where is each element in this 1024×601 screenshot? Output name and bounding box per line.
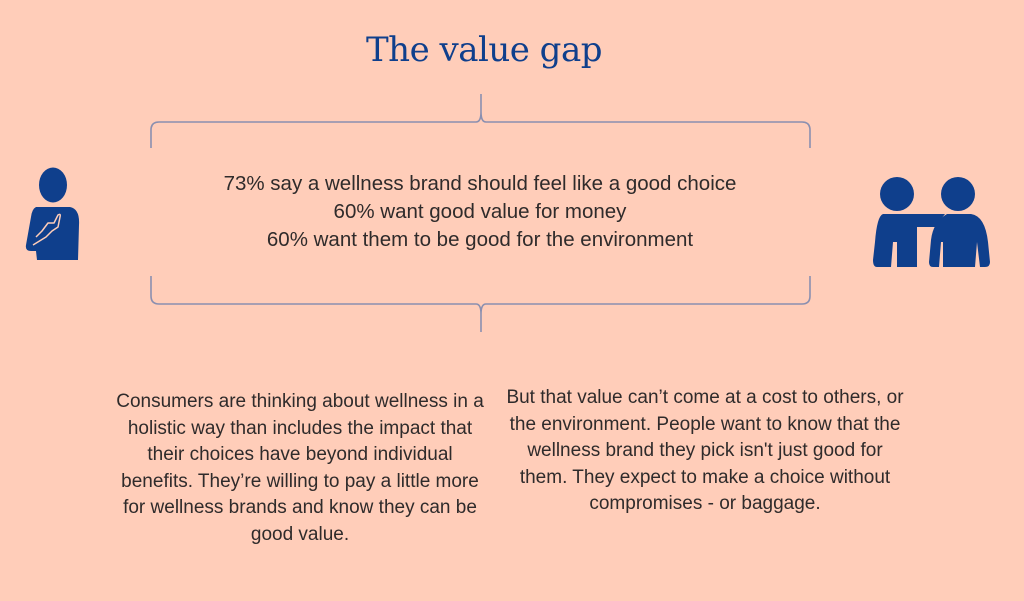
two-people-icon: [873, 177, 990, 267]
bottom-brace: [150, 276, 811, 332]
page-title: The value gap: [366, 30, 602, 70]
stat-line: 60% want good value for money: [333, 200, 627, 223]
left-paragraph: Consumers are thinking about wellness in…: [116, 391, 484, 545]
top-brace: [150, 94, 811, 148]
stat-line: 73% say a wellness brand should feel lik…: [223, 172, 737, 195]
stat-line: 60% want them to be good for the environ…: [266, 228, 694, 251]
right-paragraph: But that value can’t come at a cost to o…: [506, 387, 904, 514]
stats-list: 73% say a wellness brand should feel lik…: [150, 170, 810, 254]
person-pointing-self-icon: [25, 167, 80, 260]
